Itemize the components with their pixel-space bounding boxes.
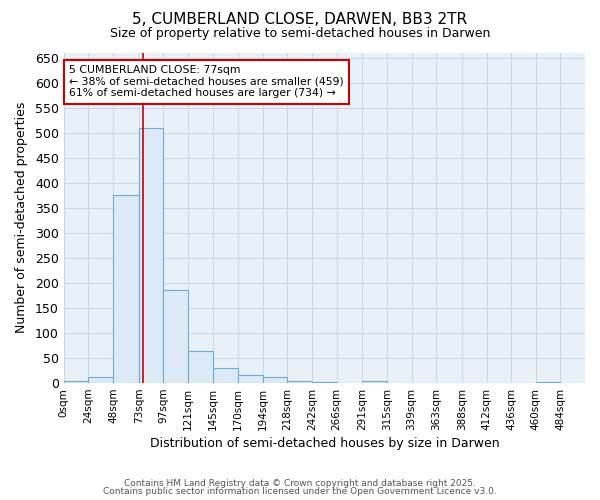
Text: Size of property relative to semi-detached houses in Darwen: Size of property relative to semi-detach… <box>110 28 490 40</box>
Bar <box>88 377 113 383</box>
Bar <box>312 382 337 383</box>
Bar <box>287 380 312 383</box>
Text: Contains public sector information licensed under the Open Government Licence v3: Contains public sector information licen… <box>103 487 497 496</box>
Text: 5, CUMBERLAND CLOSE, DARWEN, BB3 2TR: 5, CUMBERLAND CLOSE, DARWEN, BB3 2TR <box>133 12 467 28</box>
Text: Contains HM Land Registry data © Crown copyright and database right 2025.: Contains HM Land Registry data © Crown c… <box>124 478 476 488</box>
Bar <box>113 195 139 383</box>
X-axis label: Distribution of semi-detached houses by size in Darwen: Distribution of semi-detached houses by … <box>149 437 499 450</box>
Bar <box>139 128 163 383</box>
Bar <box>362 380 387 383</box>
Bar <box>163 290 188 383</box>
Bar <box>212 368 238 383</box>
Bar <box>263 377 287 383</box>
Bar <box>188 350 212 383</box>
Bar <box>536 382 560 383</box>
Y-axis label: Number of semi-detached properties: Number of semi-detached properties <box>15 102 28 334</box>
Text: 5 CUMBERLAND CLOSE: 77sqm
← 38% of semi-detached houses are smaller (459)
61% of: 5 CUMBERLAND CLOSE: 77sqm ← 38% of semi-… <box>69 65 344 98</box>
Bar <box>64 381 88 383</box>
Bar <box>238 375 263 383</box>
